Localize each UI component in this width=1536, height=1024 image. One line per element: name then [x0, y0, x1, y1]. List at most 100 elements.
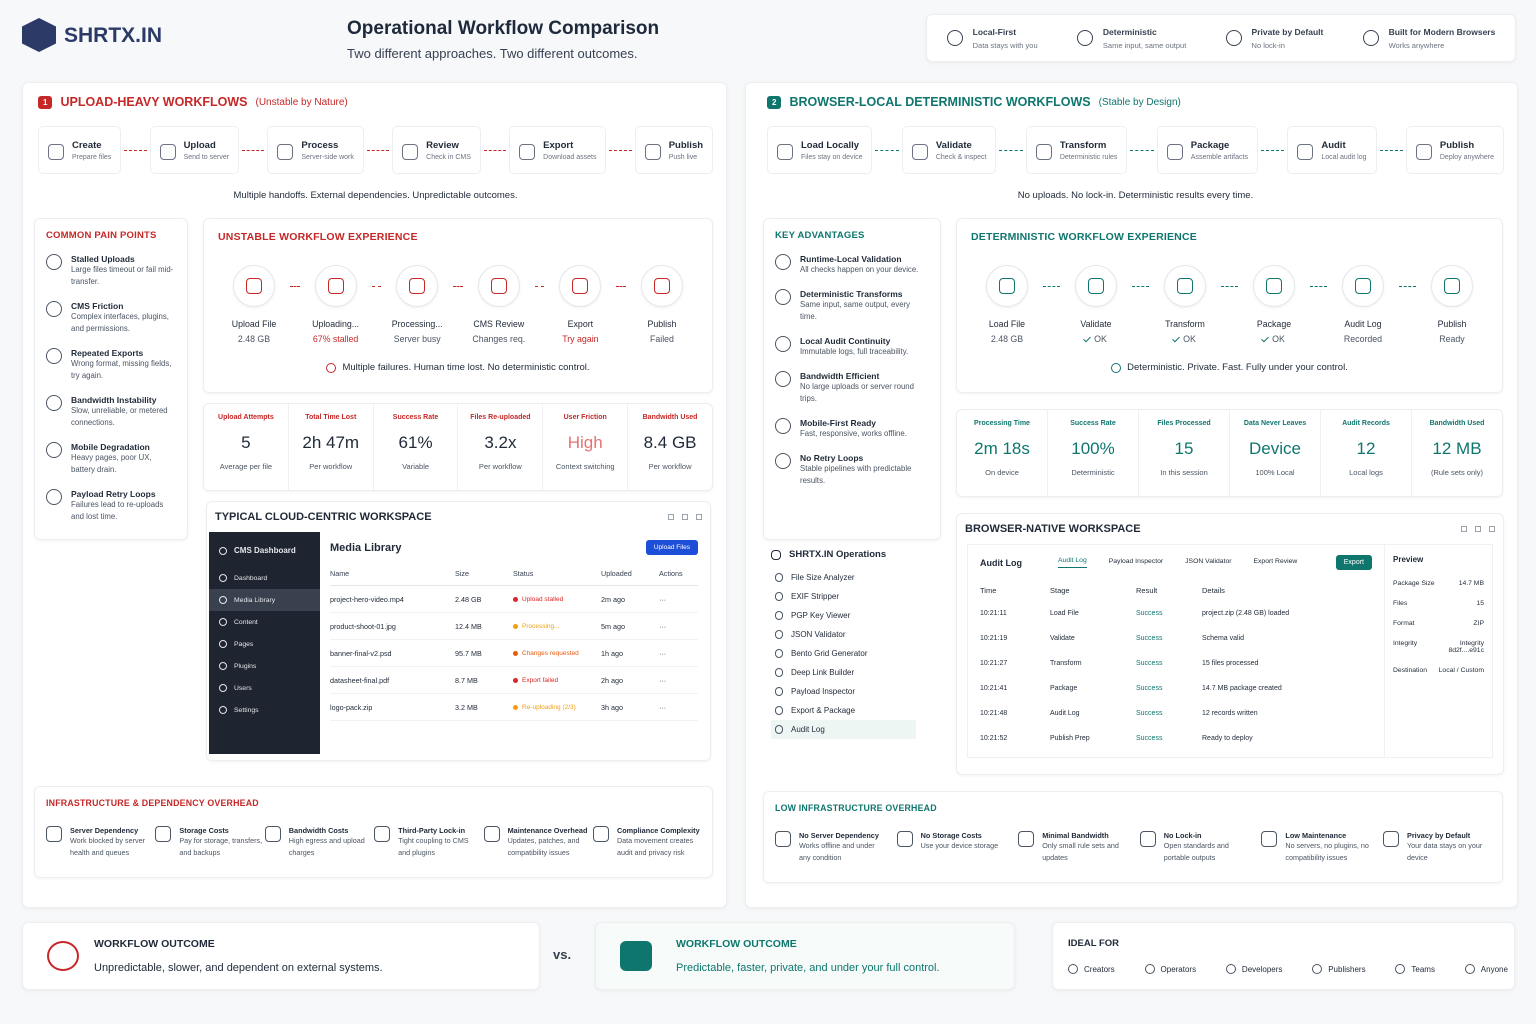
ideal-label: Teams: [1411, 964, 1435, 974]
operation-item[interactable]: JSON Validator: [771, 625, 916, 644]
operation-item[interactable]: Export & Package: [771, 701, 916, 720]
item-desc: Large files timeout or fail mid-transfer…: [71, 265, 174, 286]
metric-note: Local logs: [1349, 468, 1383, 477]
table-cell: Audit Log: [1050, 710, 1080, 717]
cell-text: 12.4 MB: [455, 621, 482, 631]
node-detail-text: 67% stalled: [312, 334, 359, 344]
table-cell: Re-uploading (2/3): [513, 704, 601, 711]
window-control[interactable]: [668, 514, 674, 520]
column-header: Time: [980, 586, 997, 595]
item-desc: Your data stays on your device: [1406, 841, 1483, 862]
metric: Bandwidth Used 8.4 GB Per workflow: [628, 404, 712, 490]
icon: [775, 630, 783, 639]
icon: [775, 336, 791, 352]
sidebar-item[interactable]: Dashboard: [209, 567, 320, 589]
flow-connector: [371, 286, 382, 287]
metric-note: Per workflow: [309, 462, 353, 471]
feature-desc: Works anywhere: [1388, 40, 1445, 50]
metric: Bandwidth Used 12 MB (Rule sets only): [1412, 410, 1502, 496]
cell-text: datasheet-final.pdf: [330, 675, 390, 685]
infra-item: Low Maintenance No servers, no plugins, n…: [1261, 831, 1369, 864]
status-dot: [513, 596, 518, 602]
window-control[interactable]: [1461, 526, 1467, 532]
step-desc: Download assets: [543, 153, 597, 161]
tab[interactable]: Export Review: [1253, 557, 1298, 565]
metric-value: 3.2x: [484, 433, 517, 452]
operation-item[interactable]: Bento Grid Generator: [771, 644, 916, 663]
table-cell[interactable]: ···: [659, 703, 698, 712]
metric: Success Rate 61% Variable: [374, 404, 459, 490]
window-control[interactable]: [682, 514, 688, 520]
icon: [775, 706, 783, 715]
icon: [775, 573, 783, 582]
table-cell: datasheet-final.pdf: [330, 676, 455, 685]
item-title: Deterministic Transforms: [800, 289, 903, 299]
step-desc: Check in CMS: [426, 153, 471, 161]
flow-node: Publish Failed: [626, 265, 698, 344]
node-circle: [1164, 265, 1206, 307]
operations: SHRTX.IN Operations File Size Analyzer EXI…: [771, 549, 916, 766]
operation-item[interactable]: File Size Analyzer: [771, 568, 916, 587]
item-title: Repeated Exports: [71, 348, 144, 358]
table-cell[interactable]: ···: [659, 649, 698, 658]
step-arrow: [1130, 149, 1154, 151]
sidebar-item[interactable]: Media Library: [209, 589, 320, 611]
node-label: Publish: [1437, 319, 1467, 329]
upload-button[interactable]: Upload Files: [645, 540, 698, 555]
preview-value: Integrity 8d2f....e91c: [1448, 640, 1484, 654]
icon: [1144, 964, 1155, 974]
operation-item[interactable]: Deep Link Builder: [771, 663, 916, 682]
window-control[interactable]: [1475, 526, 1481, 532]
column-header: Details: [1202, 586, 1225, 595]
operation-item[interactable]: PGP Key Viewer: [771, 606, 916, 625]
table-cell[interactable]: ···: [659, 676, 698, 685]
infra-item: Storage Costs Pay for storage, transfers,…: [155, 826, 263, 859]
export-button[interactable]: Export: [1335, 555, 1372, 570]
sidebar-item[interactable]: Content: [209, 611, 320, 633]
operation-item[interactable]: Audit Log: [771, 720, 916, 739]
step: Create Prepare files: [38, 126, 122, 174]
operation-item[interactable]: EXIF Stripper: [771, 587, 916, 606]
icon: [1395, 964, 1406, 974]
node-circle: [986, 265, 1028, 307]
table-cell[interactable]: ···: [659, 595, 698, 604]
outcome-left: WORKFLOW OUTCOME Unpredictable, slower, a…: [22, 922, 540, 990]
table-cell[interactable]: ···: [659, 622, 698, 631]
preview-row: Integrity Integrity 8d2f....e91c: [1393, 640, 1484, 654]
item-title: Bandwidth Instability: [71, 395, 157, 405]
sidebar-item[interactable]: Users: [209, 677, 320, 699]
sidebar-item: CMS Dashboard: [209, 540, 320, 561]
metric-note: Per workflow: [648, 462, 692, 471]
table-row: 10:21:52 Publish Prep Success Ready to depl…: [980, 726, 1372, 751]
feature-desc: Same input, same output: [1102, 40, 1187, 50]
window-control[interactable]: [1489, 526, 1495, 532]
status-dot: [513, 650, 518, 656]
operation-item[interactable]: Payload Inspector: [771, 682, 916, 701]
node-detail-text: Ready: [1439, 334, 1465, 344]
node-circle: [233, 265, 275, 307]
node-circle: [1253, 265, 1295, 307]
icon: [1444, 278, 1460, 294]
window-control[interactable]: [696, 514, 702, 520]
tab[interactable]: Audit Log: [1058, 557, 1087, 568]
table-cell: 10:21:11: [980, 610, 1007, 617]
tab[interactable]: Payload Inspector: [1108, 557, 1164, 565]
node-detail: 67% stalled: [300, 334, 372, 344]
tab[interactable]: JSON Validator: [1185, 557, 1232, 565]
node-label: Publish: [647, 319, 677, 329]
sidebar-item[interactable]: Plugins: [209, 655, 320, 677]
table-cell: 15 files processed: [1202, 660, 1259, 667]
window-controls: [1461, 523, 1495, 535]
feature: Built for Modern Browsers Works anywhere: [1362, 27, 1495, 50]
column-header: Name: [330, 569, 350, 578]
sidebar-item[interactable]: Pages: [209, 633, 320, 655]
metric-label: Bandwidth Used: [642, 414, 698, 421]
caption: No uploads. No lock-in. Deterministic re…: [1017, 190, 1254, 201]
icon: [1068, 964, 1078, 974]
cell-text: 1h ago: [601, 648, 623, 658]
sidebar-item[interactable]: Settings: [209, 699, 320, 721]
panel-header: 2 BROWSER-LOCAL DETERMINISTIC WORKFLOWS (S…: [767, 95, 1181, 109]
item-title: No Lock-in: [1163, 831, 1202, 840]
column-header: Uploaded: [601, 569, 632, 578]
